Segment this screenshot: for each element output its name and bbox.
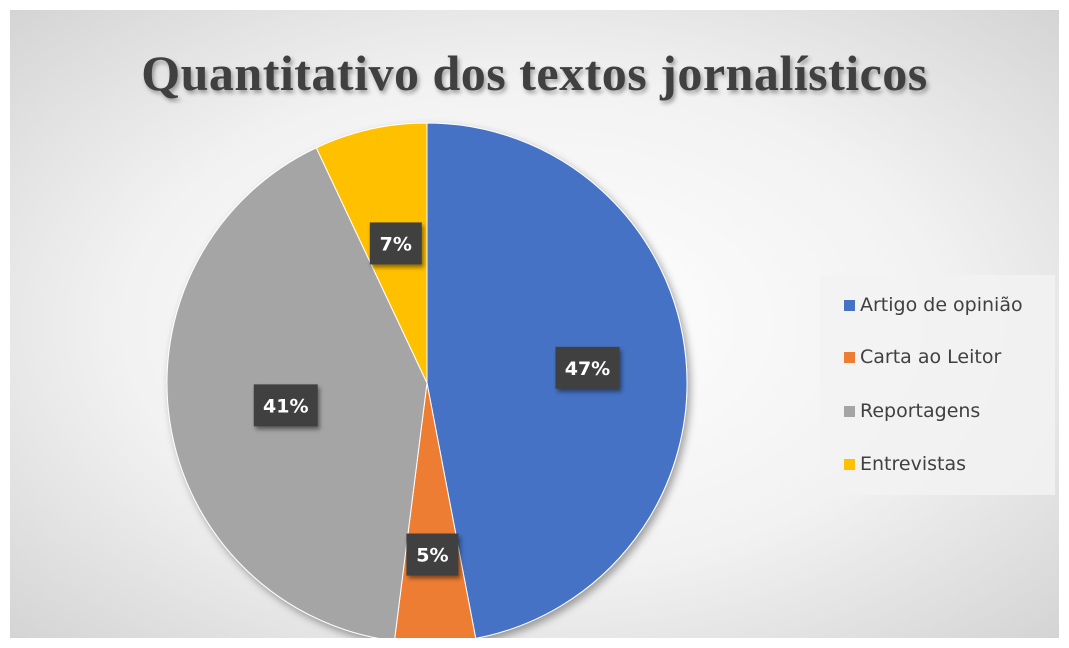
legend-swatch	[844, 458, 855, 470]
legend-item: Carta ao Leitor	[844, 342, 1001, 372]
legend-swatch	[844, 405, 855, 417]
data-label-box	[369, 222, 422, 265]
chart-legend: Artigo de opinião Carta ao Leitor Reportag…	[820, 275, 1055, 495]
data-label-text: 7%	[380, 233, 412, 255]
legend-item: Reportagens	[844, 396, 980, 426]
legend-swatch	[844, 351, 855, 363]
data-label: 7%	[369, 222, 422, 265]
data-label-box	[555, 346, 620, 389]
legend-label: Artigo de opinião	[860, 294, 1023, 316]
data-label: 47%	[555, 346, 620, 389]
chart-title: Quantitativo dos textos jornalísticos	[141, 45, 928, 101]
legend-item: Artigo de opinião	[844, 290, 1023, 320]
legend-item: Entrevistas	[844, 449, 966, 479]
data-label-box	[253, 384, 318, 427]
data-label-text: 5%	[416, 545, 448, 567]
data-label: 5%	[406, 533, 459, 576]
pie-chart: 47% 5% 41% 7%	[166, 122, 688, 638]
data-label-text: 41%	[263, 395, 308, 417]
data-label: 41%	[253, 384, 318, 427]
chart-area: Quantitativo dos textos jornalísticos 47…	[10, 10, 1059, 638]
legend-label: Carta ao Leitor	[860, 346, 1002, 368]
data-label-box	[406, 533, 459, 576]
legend-label: Entrevistas	[860, 453, 966, 475]
data-label-text: 47%	[565, 358, 610, 380]
legend-swatch	[844, 299, 855, 311]
legend-label: Reportagens	[860, 400, 981, 422]
